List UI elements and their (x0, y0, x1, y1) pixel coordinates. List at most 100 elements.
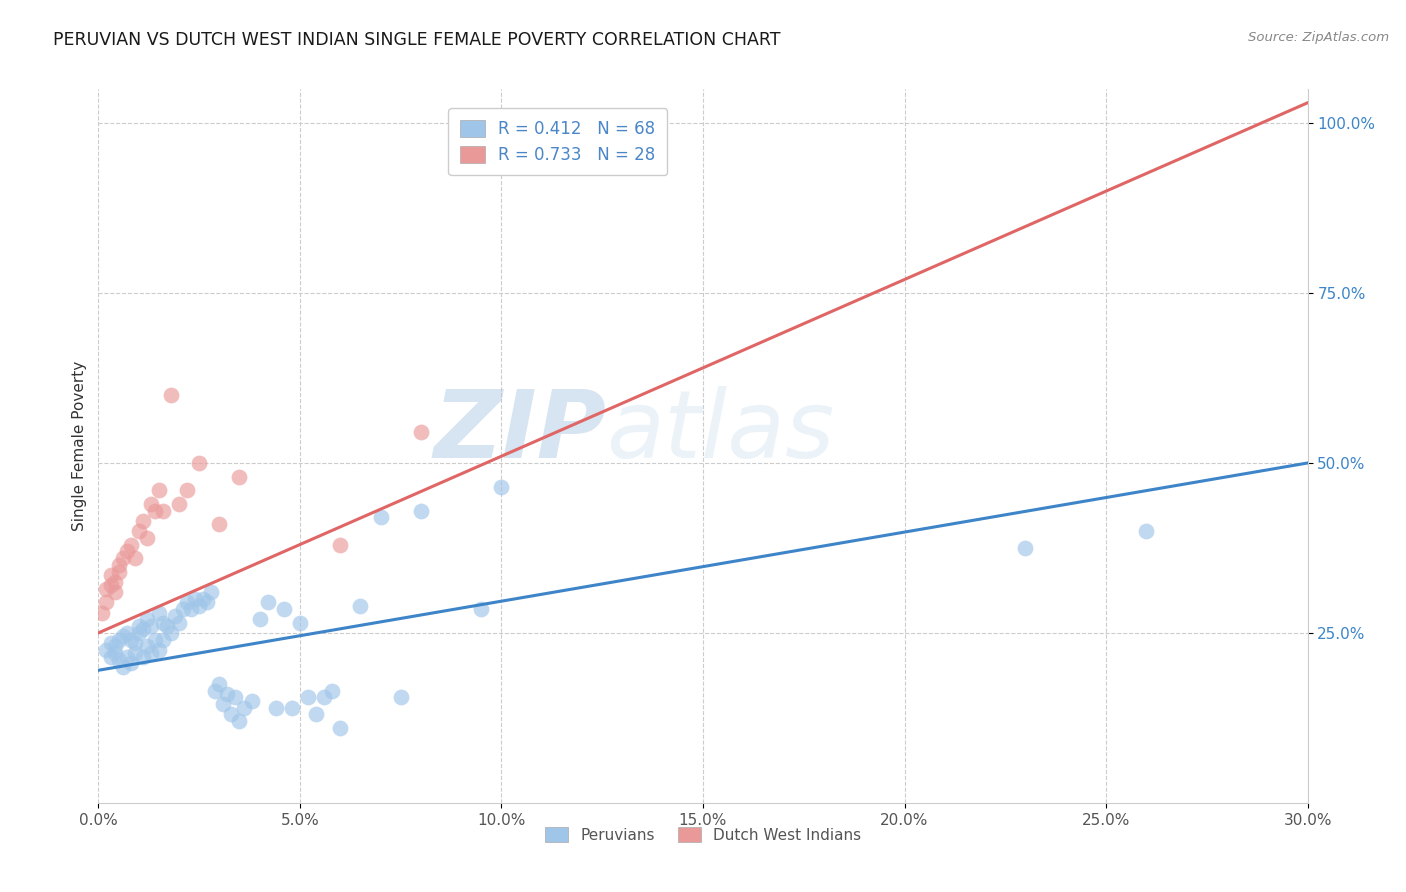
Point (470, 602, 492, 616)
Point (184, 591, 207, 606)
Point (156, 619, 179, 633)
Point (96, 582, 118, 596)
Point (107, 558, 129, 572)
Point (212, 698, 235, 712)
Point (188, 456, 211, 470)
Point (264, 700, 287, 714)
Point (128, 524, 150, 538)
Point (1135, 524, 1157, 538)
Text: Source: ZipAtlas.com: Source: ZipAtlas.com (1249, 31, 1389, 45)
Point (321, 683, 343, 698)
Point (132, 623, 155, 637)
Point (115, 649, 138, 664)
Point (96, 643, 118, 657)
Point (180, 602, 202, 616)
Point (111, 551, 134, 566)
Point (273, 602, 295, 616)
Legend: Peruvians, Dutch West Indians: Peruvians, Dutch West Indians (538, 821, 868, 848)
Point (281, 700, 304, 714)
Point (208, 677, 231, 691)
Point (160, 626, 183, 640)
Point (124, 646, 146, 660)
Point (152, 615, 174, 630)
Point (232, 700, 254, 714)
Point (204, 683, 226, 698)
Point (172, 602, 194, 616)
Point (305, 707, 328, 722)
Point (107, 653, 129, 667)
Point (139, 619, 162, 633)
Point (491, 480, 513, 494)
Point (228, 469, 250, 483)
Point (143, 503, 166, 517)
Point (1014, 541, 1036, 555)
Point (208, 517, 231, 532)
Point (176, 483, 198, 498)
Point (100, 636, 122, 650)
Point (115, 544, 138, 558)
Point (111, 629, 134, 643)
Point (329, 537, 352, 551)
Point (240, 694, 263, 708)
Point (329, 721, 352, 735)
Point (148, 606, 170, 620)
Point (115, 626, 138, 640)
Point (314, 690, 336, 705)
Point (163, 608, 186, 623)
Point (128, 619, 150, 633)
Point (409, 503, 432, 517)
Point (132, 649, 155, 664)
Point (107, 632, 129, 647)
Point (103, 585, 125, 599)
Point (221, 707, 243, 722)
Point (349, 599, 371, 613)
Point (111, 660, 134, 674)
Point (217, 687, 239, 701)
Text: ZIP: ZIP (433, 385, 606, 478)
Point (91, 606, 114, 620)
Point (107, 565, 129, 579)
Point (100, 649, 122, 664)
Point (148, 643, 170, 657)
Point (103, 640, 125, 654)
Point (103, 646, 125, 660)
Point (120, 657, 142, 671)
Point (167, 615, 190, 630)
Point (135, 640, 157, 654)
Point (256, 595, 278, 609)
Point (297, 690, 319, 705)
Point (135, 531, 157, 545)
Point (132, 514, 155, 528)
Point (100, 578, 122, 592)
Point (128, 626, 150, 640)
Point (143, 632, 166, 647)
Point (167, 497, 190, 511)
Text: atlas: atlas (606, 386, 835, 477)
Point (193, 591, 215, 606)
Point (103, 574, 125, 589)
Point (160, 388, 183, 402)
Point (370, 510, 392, 524)
Point (224, 690, 246, 705)
Point (176, 595, 198, 609)
Point (100, 568, 122, 582)
Point (409, 425, 432, 440)
Point (139, 497, 162, 511)
Point (139, 646, 162, 660)
Point (124, 551, 146, 566)
Point (188, 599, 211, 613)
Point (120, 632, 142, 647)
Point (228, 714, 250, 729)
Point (96, 595, 118, 609)
Point (249, 612, 271, 626)
Y-axis label: Single Female Poverty: Single Female Poverty (72, 361, 87, 531)
Point (152, 632, 174, 647)
Point (152, 503, 174, 517)
Point (195, 595, 218, 609)
Point (389, 690, 412, 705)
Point (124, 636, 146, 650)
Point (200, 585, 222, 599)
Point (120, 537, 142, 551)
Point (135, 612, 157, 626)
Point (148, 483, 170, 498)
